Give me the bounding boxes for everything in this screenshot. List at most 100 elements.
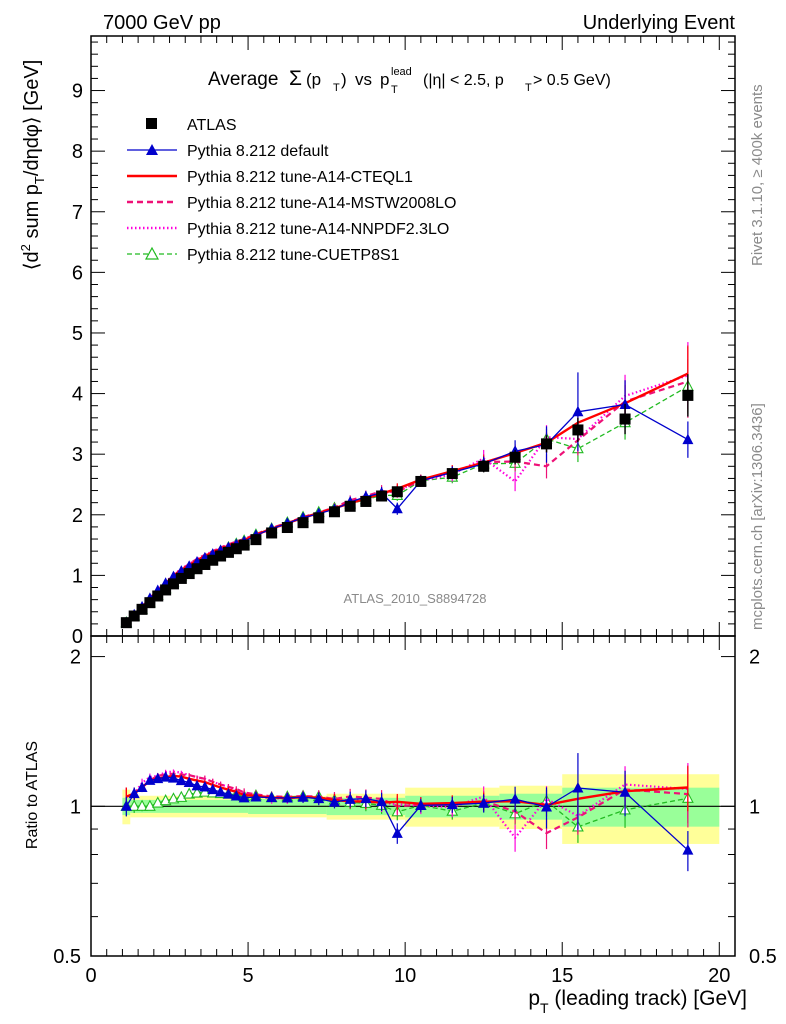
ratio-point-default bbox=[266, 791, 278, 803]
ratio-point-default bbox=[230, 790, 242, 801]
data-point-atlas bbox=[199, 558, 211, 570]
ratio-point-default bbox=[136, 781, 148, 792]
title-lead-sub: T bbox=[391, 84, 398, 96]
ylabel-part-b: sum p bbox=[21, 184, 43, 244]
data-point-atlas bbox=[376, 490, 388, 502]
series-cteql1 bbox=[125, 346, 689, 623]
series-line-mstw bbox=[125, 380, 689, 623]
legend-label-cuetp8s1: Pythia 8.212 tune-CUETP8S1 bbox=[187, 247, 400, 264]
ratio-point-default bbox=[120, 800, 132, 811]
xlabel-sub: T bbox=[540, 1000, 549, 1016]
xlabel-p: p bbox=[528, 987, 540, 1010]
data-point-atlas bbox=[619, 413, 631, 425]
legend-label-mstw: Pythia 8.212 tune-A14-MSTW2008LO bbox=[187, 195, 456, 212]
y-tick-label-main: 6 bbox=[72, 262, 83, 284]
x-tick-label: 20 bbox=[708, 965, 730, 987]
data-point-atlas bbox=[478, 460, 490, 472]
ratio-point-default bbox=[478, 797, 490, 808]
rivet-label: Rivet 3.1.10, ≥ 400k events bbox=[749, 84, 766, 266]
ratio-series-default bbox=[120, 753, 694, 872]
data-point-atlas bbox=[297, 517, 309, 529]
y-axis-label-main: ⟨d2 sum pT/dηdφ⟩ [GeV] bbox=[18, 60, 47, 271]
legend-marker-cuetp8s1 bbox=[144, 246, 160, 260]
ratio-point-default bbox=[199, 781, 211, 792]
y-tick-label-ratio-right: 0.5 bbox=[749, 946, 777, 968]
ratio-point-default bbox=[328, 796, 340, 807]
x-axis-label: pT (leading track) [GeV] bbox=[528, 987, 747, 1016]
data-point-atlas bbox=[509, 451, 521, 463]
data-point-atlas bbox=[313, 512, 325, 524]
data-point-atlas bbox=[120, 617, 132, 629]
series-line-default bbox=[125, 403, 689, 624]
ylabel-sub: T bbox=[32, 176, 47, 184]
legend-entry-nnpdf: Pythia 8.212 tune-A14-NNPDF2.3LO bbox=[127, 221, 449, 238]
data-point-atlas bbox=[183, 568, 195, 580]
title-vs: vs bbox=[355, 70, 372, 89]
data-point-atlas bbox=[230, 543, 242, 555]
y-tick-label-main: 5 bbox=[72, 323, 83, 345]
title-pt-sub: T bbox=[333, 82, 340, 94]
ratio-point-cuetp8s1 bbox=[128, 799, 141, 811]
series-cuetp8s1 bbox=[120, 359, 694, 628]
ratio-point-default bbox=[541, 800, 553, 812]
header-right: Underlying Event bbox=[583, 12, 736, 34]
y-tick-label-ratio: 0.5 bbox=[53, 946, 81, 968]
y-tick-label-main: 0 bbox=[72, 626, 83, 648]
series-line-cuetp8s1 bbox=[125, 385, 689, 624]
data-point-atlas bbox=[167, 578, 179, 590]
y-axis-label-ratio: Ratio to ATLAS bbox=[24, 741, 41, 849]
y-tick-label-main: 3 bbox=[72, 444, 83, 466]
legend-marker-atlas bbox=[146, 118, 157, 129]
ratio-point-default bbox=[167, 772, 179, 783]
legend-entry-mstw: Pythia 8.212 tune-A14-MSTW2008LO bbox=[127, 195, 456, 212]
title-lead-sup: lead bbox=[391, 66, 412, 78]
title-cuts-sub: T bbox=[525, 82, 532, 94]
data-point-default bbox=[682, 433, 694, 445]
legend-entry-cteql1: Pythia 8.212 tune-A14-CTEQL1 bbox=[127, 169, 413, 186]
ratio-point-default bbox=[144, 774, 156, 785]
data-point-atlas bbox=[446, 468, 458, 480]
ratio-point-default bbox=[250, 790, 262, 802]
data-point-atlas bbox=[128, 610, 140, 622]
title-cuts-end: > 0.5 GeV) bbox=[533, 72, 611, 89]
ratio-point-default bbox=[509, 793, 521, 804]
header-left: 7000 GeV pp bbox=[103, 12, 221, 34]
ratio-point-default bbox=[207, 783, 219, 795]
ratio-point-default bbox=[152, 772, 164, 784]
data-point-atlas bbox=[391, 486, 403, 498]
series-atlas bbox=[120, 374, 694, 629]
ratio-point-default bbox=[376, 795, 388, 807]
data-point-atlas bbox=[360, 495, 372, 507]
ratio-line-default bbox=[125, 776, 689, 851]
ratio-point-cuetp8s1 bbox=[143, 799, 156, 811]
legend-entry-atlas: ATLAS bbox=[146, 117, 237, 134]
ratio-point-default bbox=[682, 844, 694, 855]
y-tick-label-main: 4 bbox=[72, 384, 83, 406]
data-point-default bbox=[572, 405, 584, 417]
ratio-point-default bbox=[344, 793, 356, 804]
ratio-point-default bbox=[238, 791, 250, 803]
title-p: p bbox=[380, 70, 389, 89]
ratio-point-cuetp8s1 bbox=[136, 799, 148, 811]
ratio-point-default bbox=[191, 779, 203, 791]
data-point-atlas bbox=[328, 506, 340, 518]
legend: ATLAS Pythia 8.212 default Pythia 8.212 … bbox=[127, 117, 456, 264]
ratio-point-default bbox=[391, 827, 403, 838]
y-tick-label-ratio-right: 2 bbox=[749, 647, 760, 669]
title-prefix: Average bbox=[208, 69, 278, 90]
legend-label-cteql1: Pythia 8.212 tune-A14-CTEQL1 bbox=[187, 169, 413, 186]
ratio-point-cuetp8s1 bbox=[167, 792, 180, 804]
data-point-atlas bbox=[682, 389, 694, 401]
data-point-atlas bbox=[144, 597, 156, 609]
main-axes: 0 1 2 3 4 5 6 7 8 9 bbox=[72, 36, 735, 648]
data-point-atlas bbox=[415, 475, 427, 487]
data-point-atlas bbox=[541, 438, 553, 450]
ratio-point-default bbox=[183, 776, 195, 787]
ratio-point-cuetp8s1 bbox=[183, 787, 196, 799]
ratio-point-default bbox=[128, 787, 140, 799]
title-cuts: (|η| < 2.5, p bbox=[423, 72, 504, 89]
y-tick-label-main: 1 bbox=[72, 565, 83, 587]
y-tick-label-main: 9 bbox=[72, 81, 83, 103]
y-tick-label-main: 2 bbox=[72, 505, 83, 527]
